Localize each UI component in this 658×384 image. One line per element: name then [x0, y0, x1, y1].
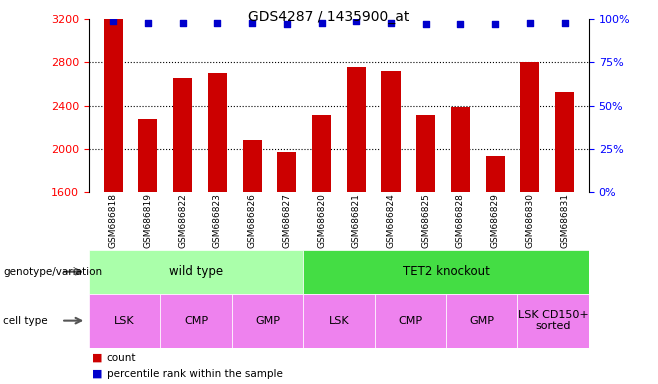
Point — [559, 20, 570, 26]
Text: LSK: LSK — [114, 316, 135, 326]
Bar — [173, 78, 192, 192]
Point — [316, 20, 327, 26]
Bar — [382, 71, 401, 192]
Bar — [555, 91, 574, 192]
Bar — [303, 294, 374, 348]
Text: percentile rank within the sample: percentile rank within the sample — [107, 369, 282, 379]
Text: genotype/variation: genotype/variation — [3, 266, 103, 277]
Bar — [89, 250, 303, 294]
Text: GSM686818: GSM686818 — [109, 193, 118, 248]
Bar — [303, 250, 589, 294]
Text: LSK CD150+
sorted: LSK CD150+ sorted — [518, 310, 588, 331]
Text: GDS4287 / 1435900_at: GDS4287 / 1435900_at — [248, 10, 410, 23]
Bar — [161, 294, 232, 348]
Text: GSM686825: GSM686825 — [421, 193, 430, 248]
Bar — [486, 156, 505, 192]
Text: GSM686821: GSM686821 — [352, 193, 361, 248]
Bar — [374, 294, 446, 348]
Bar — [312, 115, 331, 192]
Bar — [520, 63, 540, 192]
Point — [247, 20, 257, 26]
Bar — [277, 152, 296, 192]
Point — [386, 20, 396, 26]
Text: CMP: CMP — [184, 316, 208, 326]
Text: GSM686831: GSM686831 — [560, 193, 569, 248]
Point — [524, 20, 535, 26]
Point — [212, 20, 222, 26]
Text: GSM686820: GSM686820 — [317, 193, 326, 248]
Bar — [208, 73, 227, 192]
Bar — [416, 115, 435, 192]
Text: GSM686827: GSM686827 — [282, 193, 291, 248]
Text: GSM686828: GSM686828 — [456, 193, 465, 248]
Text: count: count — [107, 353, 136, 363]
Point — [420, 22, 431, 28]
Text: ■: ■ — [92, 353, 103, 363]
Text: ■: ■ — [92, 369, 103, 379]
Point — [490, 22, 500, 28]
Text: GSM686829: GSM686829 — [491, 193, 499, 248]
Bar — [232, 294, 303, 348]
Bar — [446, 294, 517, 348]
Text: LSK: LSK — [328, 316, 349, 326]
Text: cell type: cell type — [3, 316, 48, 326]
Bar — [89, 294, 161, 348]
Bar — [451, 107, 470, 192]
Bar — [517, 294, 589, 348]
Text: TET2 knockout: TET2 knockout — [403, 265, 490, 278]
Point — [351, 18, 361, 24]
Bar — [347, 67, 366, 192]
Point — [143, 20, 153, 26]
Bar — [138, 119, 157, 192]
Text: CMP: CMP — [398, 316, 422, 326]
Text: GSM686819: GSM686819 — [143, 193, 153, 248]
Text: GMP: GMP — [469, 316, 494, 326]
Point — [108, 18, 118, 24]
Text: GSM686830: GSM686830 — [525, 193, 534, 248]
Bar — [243, 140, 262, 192]
Text: GSM686824: GSM686824 — [386, 193, 395, 248]
Text: wild type: wild type — [169, 265, 223, 278]
Point — [282, 22, 292, 28]
Bar — [103, 19, 122, 192]
Text: GSM686826: GSM686826 — [247, 193, 257, 248]
Text: GMP: GMP — [255, 316, 280, 326]
Text: GSM686823: GSM686823 — [213, 193, 222, 248]
Point — [455, 22, 466, 28]
Point — [178, 20, 188, 26]
Text: GSM686822: GSM686822 — [178, 193, 187, 248]
